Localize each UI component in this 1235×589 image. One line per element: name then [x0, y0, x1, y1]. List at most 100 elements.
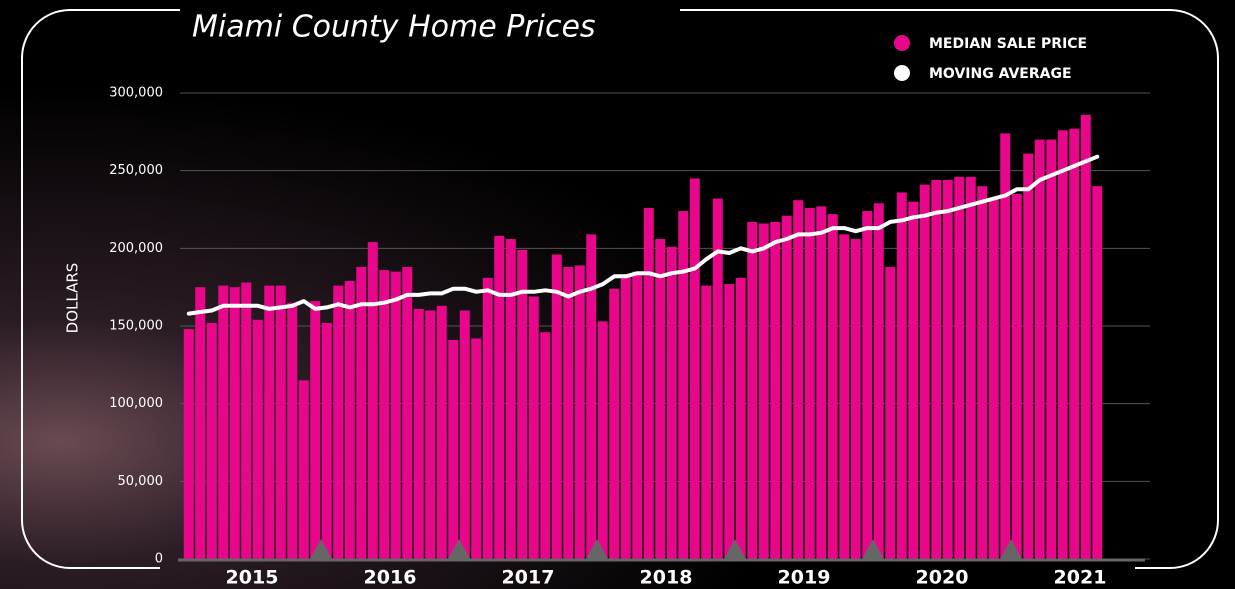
bar [310, 301, 320, 559]
chart: Miami County Home Prices DOLLARS 0 50,000… [0, 0, 1235, 589]
bar [667, 247, 677, 559]
x-tick-label: 2018 [640, 567, 693, 589]
bar [770, 222, 780, 559]
y-tick-label: 150,000 [109, 319, 163, 334]
bar [379, 270, 389, 559]
x-tick-label: 2016 [364, 567, 417, 589]
bar [575, 265, 585, 559]
bar [920, 185, 930, 559]
bar [241, 283, 251, 559]
bar [943, 180, 953, 559]
y-tick-label: 250,000 [109, 163, 163, 178]
bar [483, 278, 493, 559]
y-tick-label: 0 [155, 552, 163, 567]
bar [874, 203, 884, 559]
bar [989, 199, 999, 559]
bar [414, 309, 424, 559]
bar [759, 223, 769, 559]
bar [540, 332, 550, 559]
bar [897, 192, 907, 559]
legend-marker [894, 35, 910, 51]
bar [195, 287, 205, 559]
bar [552, 255, 562, 559]
legend-label: MOVING AVERAGE [929, 66, 1072, 82]
bar [736, 278, 746, 559]
bar [448, 340, 458, 559]
bar [828, 214, 838, 559]
bar [598, 321, 608, 559]
bar [621, 275, 631, 559]
bar [299, 380, 309, 559]
bar [1081, 115, 1091, 559]
x-tick-label: 2019 [778, 567, 831, 589]
bar [954, 177, 964, 559]
bar [368, 242, 378, 559]
bar [345, 281, 355, 559]
bar [862, 211, 872, 559]
bar [747, 222, 757, 559]
bar [805, 208, 815, 559]
bar [1092, 186, 1102, 559]
bar [391, 272, 401, 559]
bar [655, 239, 665, 559]
bar [839, 234, 849, 559]
bar [207, 323, 217, 559]
bar [253, 320, 263, 559]
y-tick-label: 200,000 [109, 241, 163, 256]
x-tick-label: 2021 [1054, 567, 1107, 589]
bar [437, 306, 447, 559]
bar [230, 287, 240, 559]
bar [644, 208, 654, 559]
bar [966, 177, 976, 559]
bar [908, 202, 918, 559]
bar [333, 286, 343, 559]
bar [701, 286, 711, 559]
bar [517, 250, 527, 559]
y-axis-label: DOLLARS [64, 263, 82, 334]
legend-label: MEDIAN SALE PRICE [929, 36, 1087, 52]
bar [816, 206, 826, 559]
legend-marker [894, 65, 910, 81]
bar [471, 338, 481, 559]
x-tick-label: 2020 [916, 567, 969, 589]
bar [885, 267, 895, 559]
bar [782, 216, 792, 559]
chart-title: Miami County Home Prices [192, 10, 596, 45]
bar [1012, 194, 1022, 559]
bar [276, 286, 286, 559]
bar [460, 310, 470, 559]
y-tick-label: 50,000 [118, 474, 164, 489]
bar [218, 286, 228, 559]
bar [977, 186, 987, 559]
x-tick-label: 2017 [502, 567, 555, 589]
bar [563, 267, 573, 559]
bar [1046, 140, 1056, 559]
bar [851, 239, 861, 559]
x-tick-label: 2015 [226, 567, 279, 589]
bar [494, 236, 504, 559]
bar [1035, 140, 1045, 559]
y-tick-label: 100,000 [109, 396, 163, 411]
bar [322, 323, 332, 559]
bar [678, 211, 688, 559]
bar [506, 239, 516, 559]
bar [724, 284, 734, 559]
bar [1069, 129, 1079, 559]
bar [402, 267, 412, 559]
bar [931, 180, 941, 559]
bar [690, 178, 700, 559]
bar [609, 289, 619, 559]
bar [287, 303, 297, 559]
bar [586, 234, 596, 559]
bar [1058, 130, 1068, 559]
bar [1023, 154, 1033, 559]
bar [793, 200, 803, 559]
bar [264, 286, 274, 559]
bar [425, 310, 435, 559]
bar [356, 267, 366, 559]
y-tick-label: 300,000 [109, 86, 163, 101]
bar [529, 296, 539, 559]
page: {"chart_data": { "type": "bar", "title":… [0, 0, 1235, 589]
bar [632, 272, 642, 559]
bar [184, 329, 194, 559]
